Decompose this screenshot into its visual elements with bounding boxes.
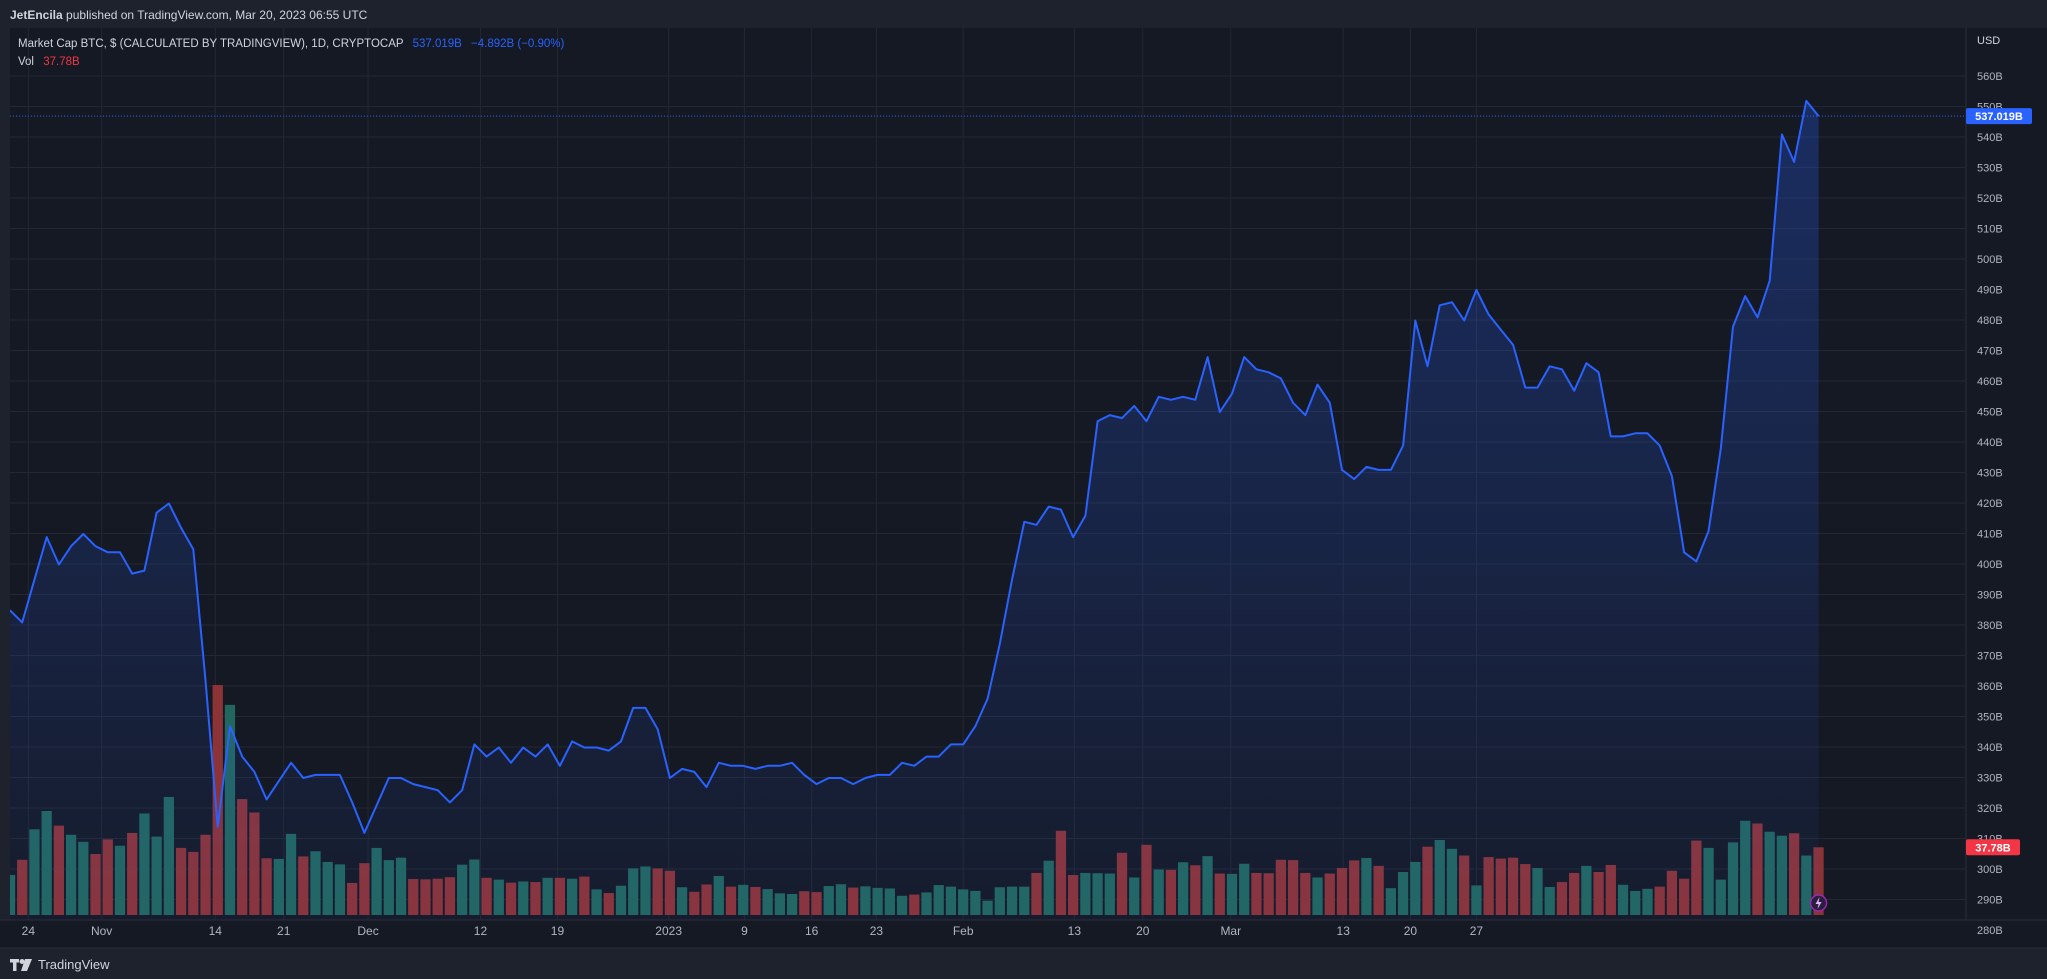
y-tick-label: 470B	[1977, 346, 2003, 358]
x-tick-label: 2023	[655, 924, 682, 938]
x-tick-label: 21	[277, 924, 291, 938]
y-tick-label: 400B	[1977, 559, 2003, 571]
x-tick-label: 27	[1470, 924, 1484, 938]
y-tick-label: 290B	[1977, 895, 2003, 907]
y-tick-label: 540B	[1977, 132, 2003, 144]
y-tick-label: 520B	[1977, 193, 2003, 205]
y-tick-label: 380B	[1977, 620, 2003, 632]
x-tick-label: Feb	[953, 924, 974, 938]
x-tick-label: 9	[741, 924, 748, 938]
last-volume-badge	[1966, 839, 2020, 856]
y-tick-label: 440B	[1977, 437, 2003, 449]
footer: TradingView	[0, 949, 2047, 979]
y-tick-label: 500B	[1977, 254, 2003, 266]
y-tick-label: 450B	[1977, 407, 2003, 419]
last-price-label: 537.019B	[1975, 111, 2023, 123]
volume-bar	[212, 685, 223, 915]
legend-change: −4.892B (−0.90%)	[471, 38, 565, 50]
y-tick-label: 430B	[1977, 468, 2003, 480]
time-axis-bg	[0, 920, 2047, 948]
x-tick-label: 16	[805, 924, 819, 938]
x-tick-label: 13	[1337, 924, 1351, 938]
x-tick-label: Nov	[91, 924, 112, 938]
y-tick-label: 300B	[1977, 864, 2003, 876]
y-tick-label: 280B	[1977, 925, 2003, 937]
x-tick-label: 20	[1404, 924, 1418, 938]
replay-bolt-icon	[1809, 894, 1828, 912]
price-line	[10, 99, 1820, 834]
legend-symbol[interactable]: Market Cap BTC, $ (CALCULATED BY TRADING…	[18, 38, 404, 50]
last-volume-label: 37.78B	[1975, 842, 2011, 854]
y-tick-label: 350B	[1977, 712, 2003, 724]
legend-vol-label[interactable]: Vol	[18, 56, 34, 68]
y-tick-label: 480B	[1977, 315, 2003, 327]
author-name[interactable]: JetEncila	[10, 8, 63, 22]
y-tick-label: 340B	[1977, 742, 2003, 754]
y-tick-label: 410B	[1977, 529, 2003, 541]
legend-volume-row: Vol 37.78B	[18, 53, 564, 71]
x-tick-label: 24	[22, 924, 36, 938]
y-tick-label: 370B	[1977, 651, 2003, 663]
y-tick-label: 320B	[1977, 803, 2003, 815]
price-area	[10, 100, 1819, 920]
legend-price: 537.019B	[412, 38, 462, 50]
x-tick-label: 13	[1068, 924, 1082, 938]
y-tick-label: 310B	[1977, 834, 2003, 846]
chart-legend: Market Cap BTC, $ (CALCULATED BY TRADING…	[18, 35, 564, 71]
publish-text: published on TradingView.com, Mar 20, 20…	[66, 8, 368, 22]
chart-pane[interactable]	[10, 28, 1966, 920]
x-tick-label: 12	[474, 924, 488, 938]
y-tick-label: 550B	[1977, 102, 2003, 114]
y-tick-label: 560B	[1977, 71, 2003, 83]
y-tick-label: 330B	[1977, 773, 2003, 785]
y-tick-label: 420B	[1977, 498, 2003, 510]
y-tick-label: 530B	[1977, 163, 2003, 175]
y-tick-label: 490B	[1977, 285, 2003, 297]
x-tick-label: 14	[209, 924, 223, 938]
brand-name: TradingView	[38, 957, 110, 972]
y-tick-label: 360B	[1977, 681, 2003, 693]
x-tick-label: 19	[551, 924, 565, 938]
x-tick-label: 23	[870, 924, 884, 938]
publish-info: JetEncila published on TradingView.com, …	[10, 8, 367, 22]
publish-header: JetEncila published on TradingView.com, …	[0, 0, 2047, 30]
chart-svg[interactable]	[10, 28, 1966, 920]
price-axis-bg	[1966, 28, 2047, 920]
x-tick-label: 20	[1136, 924, 1150, 938]
x-tick-label: Mar	[1220, 924, 1241, 938]
tradingview-logo[interactable]: TradingView	[10, 957, 110, 972]
y-tick-label: 460B	[1977, 376, 2003, 388]
y-tick-label: 390B	[1977, 590, 2003, 602]
last-price-badge	[1966, 108, 2032, 125]
y-tick-label: 510B	[1977, 224, 2003, 236]
legend-symbol-row: Market Cap BTC, $ (CALCULATED BY TRADING…	[18, 35, 564, 53]
tradingview-logo-icon	[10, 958, 32, 971]
x-tick-label: Dec	[357, 924, 378, 938]
legend-vol-value: 37.78B	[43, 56, 80, 68]
currency-label: USD	[1977, 35, 2000, 47]
